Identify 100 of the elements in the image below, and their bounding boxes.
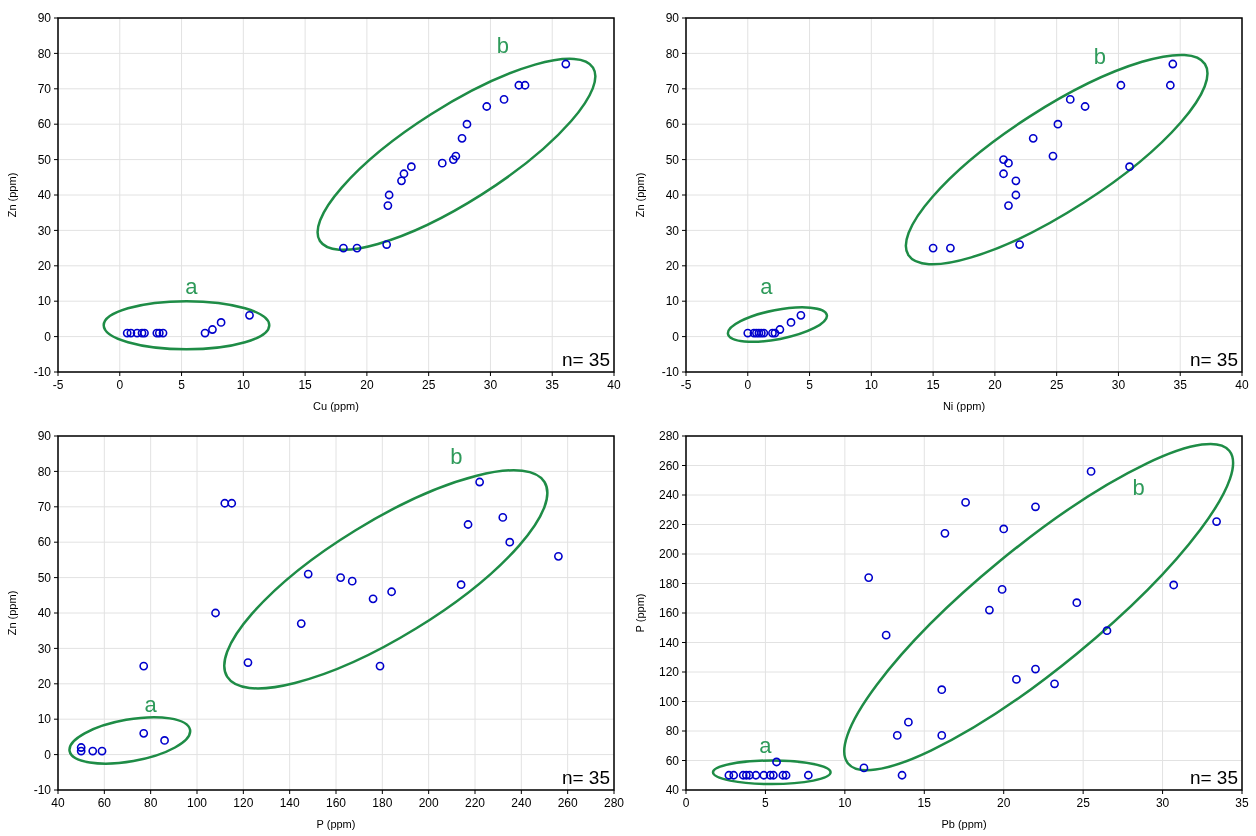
y-tick-label: 60 [37,535,52,550]
y-tick-label: 0 [44,329,52,344]
y-axis-title: P (ppm) [634,593,646,633]
x-tick-label: 20 [988,378,1002,392]
annotation: a [759,733,773,759]
point [729,770,739,780]
point [368,594,378,604]
point [1031,502,1040,512]
y-tick-label: 20 [37,677,52,691]
y-tick-label: 240 [658,488,680,503]
point [937,685,947,695]
x-tick-label: 5 [806,378,814,392]
point [1015,240,1024,249]
point [775,325,785,334]
x-tick-label: 5 [762,796,770,810]
y-tick-label: 40 [665,783,680,798]
x-tick-label: 25 [1049,378,1064,392]
point [375,661,385,671]
x-tick-label: -5 [52,378,64,392]
y-tick-label: 20 [665,259,680,273]
annotation: a [144,692,158,718]
y-tick-label: 280 [658,429,680,444]
point [122,328,132,338]
point [961,497,970,507]
y-tick-label: 60 [37,117,52,132]
x-axis-title: Pb (ppm) [941,818,987,830]
x-axis-title: Ni (ppm) [942,400,986,412]
point [399,169,409,179]
y-tick-label: 70 [37,500,52,514]
point [382,240,392,249]
point [1072,598,1082,608]
y-tick-label: 30 [37,223,52,238]
point [1004,158,1013,168]
annotation: n= 35 [561,767,610,788]
annotation: b [450,444,463,470]
point [904,717,913,727]
y-tick-label: 30 [37,641,52,656]
point [1028,133,1038,143]
x-tick-label: 10 [864,378,879,392]
annotation: n= 35 [561,349,610,370]
point [1102,626,1112,636]
point [859,763,869,773]
y-tick-label: 70 [665,82,680,96]
y-tick-label: 30 [665,223,680,238]
y-tick-label: 260 [658,458,680,473]
y-tick-label: 100 [658,694,680,709]
point [126,328,136,338]
point [759,770,769,780]
x-tick-label: 40 [607,378,621,392]
x-axis-title: Cu (ppm) [313,400,359,412]
x-tick-label: 140 [279,796,300,810]
y-tick-label: 10 [37,294,52,309]
y-tick-label: 60 [665,117,680,132]
annotation: b [1132,475,1145,500]
y-tick-label: -10 [33,365,52,380]
point [245,310,254,320]
y-tick-label: 90 [37,11,52,26]
point [1053,119,1063,129]
x-tick-label: 0 [116,378,124,392]
point [999,524,1009,534]
point [892,731,902,740]
y-tick-label: 80 [665,46,680,61]
point [514,80,524,90]
point [227,498,237,508]
point [352,243,362,253]
x-tick-label: -5 [680,378,692,392]
x-tick-label: 240 [511,796,532,810]
x-tick-label: 30 [483,378,498,392]
y-tick-label: 0 [44,747,52,762]
y-tick-label: 10 [37,712,52,727]
y-tick-label: 50 [37,152,52,167]
point [897,770,907,780]
point [768,328,777,338]
point [881,630,891,640]
x-tick-label: 35 [1173,378,1188,392]
x-tick-label: 0 [682,796,690,810]
point [1080,102,1090,111]
point [1168,59,1178,69]
point [451,151,461,161]
point [160,736,169,745]
y-tick-label: 80 [665,724,680,739]
point [743,328,753,338]
y-tick-label: 140 [658,635,680,650]
point [1012,674,1021,684]
x-tick-label: 30 [1155,796,1170,810]
point [437,158,447,168]
point [1004,201,1013,211]
point [803,770,813,780]
point [745,770,754,780]
y-tick-label: 40 [665,188,680,203]
x-tick-label: 280 [603,796,625,810]
y-tick-label: 180 [658,576,680,591]
point [1165,80,1175,90]
point [928,243,938,253]
point [457,133,467,143]
y-axis-title: Zn (ppm) [634,172,646,218]
x-tick-label: 40 [1235,378,1249,392]
point [999,169,1008,179]
point [999,155,1008,164]
x-tick-label: 220 [464,796,486,810]
